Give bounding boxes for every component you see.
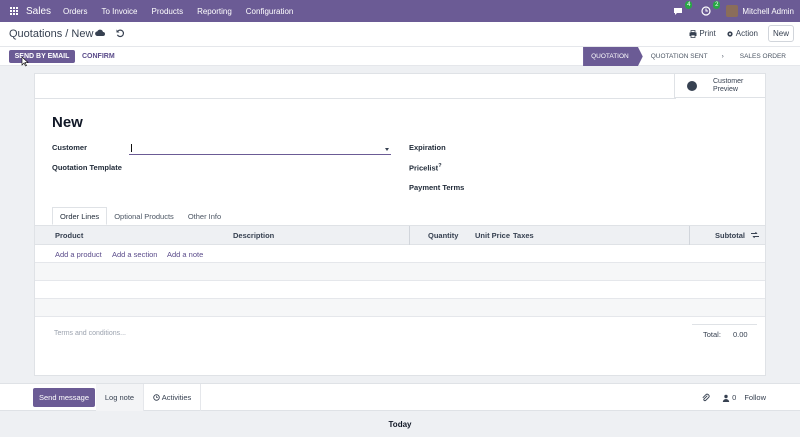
breadcrumb-current: New bbox=[71, 28, 94, 40]
breadcrumb-separator: / bbox=[65, 28, 69, 40]
col-subtotal[interactable]: Subtotal bbox=[715, 231, 745, 240]
breadcrumb: Quotations / New bbox=[9, 28, 93, 40]
order-lines-header: Product Description Quantity Unit Price … bbox=[35, 226, 765, 245]
nav-item-configuration[interactable]: Configuration bbox=[245, 6, 294, 16]
control-panel: Quotations / New Print Action New bbox=[0, 22, 800, 47]
payment-terms-input[interactable] bbox=[495, 180, 745, 194]
add-note-link[interactable]: Add a note bbox=[167, 250, 204, 259]
notebook-tabs: Order Lines Optional Products Other Info bbox=[52, 207, 228, 225]
table-row bbox=[35, 263, 765, 281]
save-cloud-icon[interactable] bbox=[95, 28, 105, 38]
expiration-input[interactable] bbox=[495, 140, 745, 154]
stage-sales-order[interactable]: SALES ORDER bbox=[739, 53, 786, 60]
followers-count[interactable]: 0 bbox=[732, 393, 737, 402]
nav-item-to-invoice[interactable]: To Invoice bbox=[101, 6, 138, 16]
globe-icon bbox=[687, 80, 697, 91]
confirm-button[interactable]: CONFIRM bbox=[82, 53, 115, 60]
activities-label: Activities bbox=[161, 393, 192, 402]
new-button[interactable]: New bbox=[768, 25, 794, 42]
customer-preview-button[interactable]: Customer Preview bbox=[674, 74, 765, 98]
col-taxes[interactable]: Taxes bbox=[513, 231, 534, 240]
apps-menu-icon[interactable] bbox=[3, 0, 25, 22]
add-section-link[interactable]: Add a section bbox=[112, 250, 158, 259]
quotation-template-label: Quotation Template bbox=[52, 163, 122, 172]
stage-quotation[interactable]: QUOTATION bbox=[583, 47, 643, 66]
log-note-button[interactable]: Log note bbox=[96, 384, 143, 411]
activities-button[interactable]: Activities bbox=[143, 384, 201, 411]
print-icon bbox=[689, 29, 697, 38]
send-message-button[interactable]: Send message bbox=[33, 388, 95, 407]
follower-user-icon[interactable] bbox=[722, 394, 730, 402]
pricelist-input[interactable] bbox=[495, 160, 745, 174]
column-divider bbox=[689, 226, 690, 245]
form-sheet: Customer Preview New Customer Quotation … bbox=[34, 73, 766, 376]
status-bar: SEND BY EMAIL CONFIRM QUOTATION QUOTATIO… bbox=[0, 47, 800, 66]
chevron-down-icon[interactable] bbox=[385, 148, 389, 151]
preview-label-line1: Customer bbox=[713, 77, 744, 85]
payment-terms-label: Payment Terms bbox=[409, 183, 465, 192]
print-menu[interactable]: Print bbox=[689, 29, 716, 38]
gear-icon bbox=[727, 30, 733, 37]
tabs-divider bbox=[35, 225, 765, 226]
column-settings-icon[interactable] bbox=[751, 231, 759, 239]
chatter-bar: Send message Log note Activities 0 Follo… bbox=[0, 383, 800, 411]
help-icon[interactable]: ? bbox=[438, 163, 442, 169]
add-line-row: Add a product Add a section Add a note bbox=[35, 245, 765, 263]
col-quantity[interactable]: Quantity bbox=[428, 231, 459, 240]
stage-pipeline: QUOTATION QUOTATION SENT › SALES ORDER bbox=[583, 47, 794, 66]
app-brand[interactable]: Sales bbox=[26, 5, 52, 17]
activities-badge: 2 bbox=[713, 1, 721, 9]
nav-item-reporting[interactable]: Reporting bbox=[197, 6, 232, 16]
breadcrumb-quotations[interactable]: Quotations bbox=[9, 28, 63, 40]
text-caret bbox=[131, 144, 132, 152]
tab-order-lines[interactable]: Order Lines bbox=[52, 207, 108, 225]
customer-input[interactable] bbox=[129, 141, 391, 155]
col-unit-price[interactable]: Unit Price bbox=[475, 231, 511, 240]
stage-quotation-sent[interactable]: QUOTATION SENT bbox=[650, 53, 708, 60]
activities-clock-icon[interactable]: 2 bbox=[698, 1, 721, 19]
action-label: Action bbox=[735, 29, 758, 38]
tab-optional-products[interactable]: Optional Products bbox=[114, 211, 174, 221]
record-title: New bbox=[52, 114, 83, 131]
expiration-label: Expiration bbox=[409, 143, 446, 152]
customer-label: Customer bbox=[52, 143, 88, 152]
total-amount: 0.00 bbox=[733, 330, 748, 339]
send-by-email-button[interactable]: SEND BY EMAIL bbox=[9, 50, 75, 63]
action-menu[interactable]: Action bbox=[726, 29, 758, 38]
stage-chevron-separator: › bbox=[721, 53, 724, 60]
today-separator-label: Today bbox=[388, 420, 412, 429]
follow-button[interactable]: Follow bbox=[744, 393, 766, 402]
nav-item-products[interactable]: Products bbox=[151, 6, 184, 16]
nav-item-orders[interactable]: Orders bbox=[63, 6, 88, 16]
chatter-right-controls: 0 Follow bbox=[701, 384, 766, 411]
col-description[interactable]: Description bbox=[233, 231, 275, 240]
col-product[interactable]: Product bbox=[55, 231, 84, 240]
pricelist-label-text: Pricelist bbox=[409, 163, 439, 173]
mouse-pointer-icon bbox=[21, 57, 29, 67]
clock-icon bbox=[152, 394, 160, 401]
top-navbar: Sales Orders To Invoice Products Reporti… bbox=[0, 0, 800, 22]
messages-badge: 4 bbox=[685, 1, 693, 9]
user-avatar[interactable] bbox=[726, 5, 739, 17]
add-product-link[interactable]: Add a product bbox=[55, 250, 102, 259]
total-divider bbox=[692, 324, 757, 325]
pricelist-label: Pricelist? bbox=[409, 163, 442, 173]
preview-label-line2: Preview bbox=[713, 85, 738, 93]
print-label: Print bbox=[699, 29, 716, 38]
user-name[interactable]: Mitchell Admin bbox=[742, 6, 794, 16]
header-divider bbox=[35, 98, 676, 99]
tab-other-info[interactable]: Other Info bbox=[187, 211, 222, 221]
terms-and-conditions-input[interactable]: Terms and conditions... bbox=[54, 330, 126, 337]
table-row bbox=[35, 299, 765, 317]
messages-icon[interactable]: 4 bbox=[670, 1, 693, 19]
paperclip-icon[interactable] bbox=[701, 393, 710, 402]
column-divider bbox=[409, 226, 410, 245]
total-label: Total: bbox=[703, 330, 721, 339]
quotation-template-input[interactable] bbox=[129, 160, 391, 174]
discard-undo-icon[interactable] bbox=[115, 28, 125, 38]
table-row bbox=[35, 281, 765, 299]
